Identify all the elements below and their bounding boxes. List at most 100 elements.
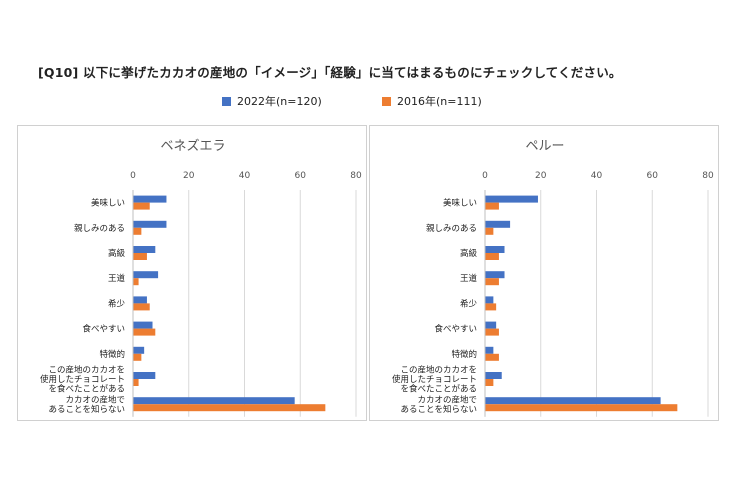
bar-2016 [485, 328, 499, 336]
bar-2022 [133, 296, 147, 304]
legend-label-2022: 2022年(n=120) [237, 95, 322, 108]
bar-2016 [133, 328, 156, 336]
bar-2016 [485, 353, 499, 361]
x-tick-label: 40 [239, 171, 251, 181]
x-tick-label: 0 [130, 171, 136, 181]
category-label-line: を食べたことがある [48, 384, 125, 395]
bar-2016 [485, 404, 678, 412]
category-label: 美味しい [443, 198, 477, 209]
category-label: 親しみのある [426, 223, 477, 234]
bar-2016 [133, 353, 142, 361]
bar-2022 [133, 195, 167, 203]
bar-2016 [133, 253, 147, 260]
chart-title: ベネズエラ [160, 138, 225, 154]
category-label: カカオの産地であることを知らない [48, 394, 125, 415]
category-label-line: 美味しい [443, 198, 477, 209]
bar-2022 [133, 372, 156, 379]
category-label: 希少 [460, 298, 478, 309]
category-label: 食べやすい [82, 324, 125, 335]
category-label-line: この産地のカカオを [48, 365, 125, 376]
x-tick-label: 80 [702, 171, 714, 181]
x-tick-label: 20 [535, 171, 547, 181]
chart-peru: ペルー 0 20 40 60 80 美味しい親しみのある高級王道希少食べやすい特徴的この産地… [392, 139, 714, 417]
x-tick-label: 60 [647, 171, 659, 181]
category-label: 特徴的 [451, 349, 477, 360]
chart-title: ペルー [525, 139, 564, 154]
category-label-line: この産地のカカオを [400, 365, 477, 376]
bar-2022 [485, 296, 494, 304]
bar-2016 [133, 202, 150, 210]
bar-2016 [485, 202, 499, 210]
bar-2016 [485, 253, 499, 260]
bar-2016 [133, 379, 139, 386]
legend-swatch-2016 [382, 96, 391, 106]
bar-2022 [485, 346, 494, 354]
category-label-line: 特徴的 [451, 349, 477, 360]
chart-venezuela: ベネズエラ 0 20 40 60 80 美味しい親しみのある高級王道希少食べやすい特徴的この… [40, 138, 362, 417]
bar-2016 [133, 303, 150, 311]
category-label-line: 使用したチョコレート [40, 374, 125, 385]
chart-panel-venezuela: ベネズエラ 0 20 40 60 80 美味しい親しみのある高級王道希少食べやすい特徴的この… [17, 125, 367, 421]
legend-item-2022: 2022年(n=120) [222, 93, 322, 109]
category-label-line: カカオの産地で [417, 394, 477, 405]
bar-2016 [485, 303, 497, 311]
category-label: 高級 [460, 248, 478, 259]
category-label-line: を食べたことがある [400, 384, 477, 395]
x-tick-label: 0 [482, 171, 488, 181]
category-label-line: カカオの産地で [65, 394, 125, 405]
x-tick-label: 40 [591, 171, 603, 181]
category-label-line: 高級 [460, 248, 478, 259]
category-label-line: 希少 [460, 298, 478, 309]
category-label: 希少 [108, 298, 126, 309]
chart-panel-peru: ペルー 0 20 40 60 80 美味しい親しみのある高級王道希少食べやすい特徴的この産地… [369, 125, 719, 421]
bar-2016 [133, 278, 139, 286]
x-tick-label: 80 [350, 171, 362, 181]
x-tick-label: 20 [183, 171, 195, 181]
bar-2022 [485, 220, 511, 228]
bar-2022 [485, 372, 502, 379]
category-label: この産地のカカオを使用したチョコレートを食べたことがある [392, 365, 477, 395]
bar-2022 [133, 246, 156, 253]
category-label-line: あることを知らない [48, 404, 125, 415]
legend-label-2016: 2016年(n=111) [397, 95, 482, 108]
bar-2022 [133, 321, 153, 329]
bar-2016 [133, 404, 326, 412]
bar-2022 [485, 397, 661, 405]
bar-2022 [485, 195, 538, 203]
category-label-line: 親しみのある [74, 223, 125, 234]
bar-2022 [133, 346, 145, 354]
category-label-line: 高級 [108, 248, 126, 259]
category-label: 王道 [108, 273, 126, 284]
bar-2022 [485, 321, 497, 329]
x-tick-label: 60 [295, 171, 307, 181]
bar-2022 [133, 220, 167, 228]
bar-2016 [485, 379, 494, 386]
bar-2016 [133, 227, 142, 235]
category-label-line: 特徴的 [99, 349, 125, 360]
bar-2022 [133, 397, 295, 405]
category-label: 親しみのある [74, 223, 125, 234]
bar-2022 [485, 271, 505, 279]
category-label: 高級 [108, 248, 126, 259]
category-label-line: 食べやすい [82, 324, 125, 335]
category-label: 美味しい [91, 198, 125, 209]
bar-2022 [485, 246, 505, 253]
category-label: この産地のカカオを使用したチョコレートを食べたことがある [40, 365, 125, 395]
legend-swatch-2022 [222, 96, 231, 106]
legend-item-2016: 2016年(n=111) [382, 93, 482, 109]
question-title: [Q10] 以下に挙げたカカオの産地の「イメージ」「経験」に当てはまるものにチェ… [38, 65, 622, 80]
category-label-line: 親しみのある [426, 223, 477, 234]
bar-2016 [485, 278, 499, 286]
bar-2016 [485, 227, 494, 235]
category-label-line: 食べやすい [434, 324, 477, 335]
category-label-line: 王道 [460, 273, 478, 284]
category-label: カカオの産地であることを知らない [400, 394, 477, 415]
category-label-line: あることを知らない [400, 404, 477, 415]
category-label: 食べやすい [434, 324, 477, 335]
category-label-line: 王道 [108, 273, 126, 284]
category-label-line: 希少 [108, 298, 126, 309]
category-label-line: 使用したチョコレート [392, 374, 477, 385]
category-label-line: 美味しい [91, 198, 125, 209]
bar-2022 [133, 271, 159, 279]
category-label: 特徴的 [99, 349, 125, 360]
